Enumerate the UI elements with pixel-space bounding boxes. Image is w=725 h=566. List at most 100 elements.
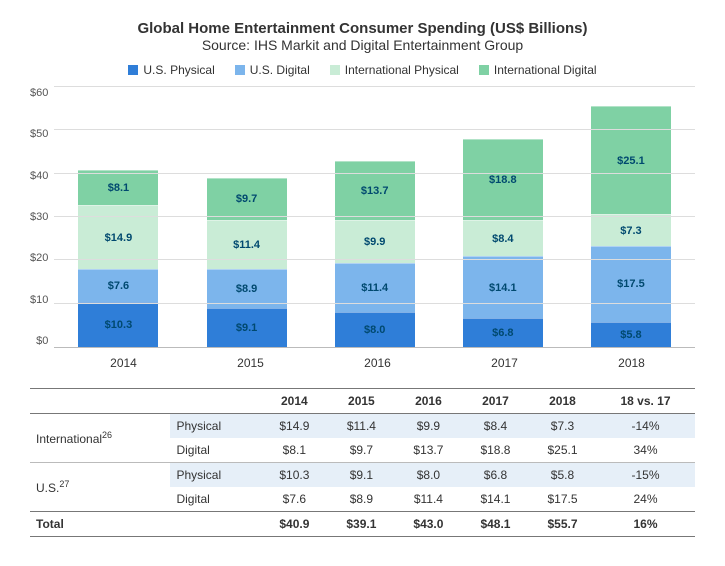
cell: $9.9 <box>395 414 462 439</box>
segment-us-digital: $14.1 <box>463 256 543 317</box>
col-header: 18 vs. 17 <box>596 389 695 414</box>
total-cell: $39.1 <box>328 512 395 537</box>
y-axis: $60 $50 $40 $30 $20 $10 $0 <box>30 87 54 347</box>
cell: $13.7 <box>395 438 462 463</box>
x-tick: 2018 <box>592 356 672 370</box>
cell: $17.5 <box>529 487 596 512</box>
col-header: 2015 <box>328 389 395 414</box>
total-cell: $48.1 <box>462 512 529 537</box>
y-tick: $60 <box>30 87 48 99</box>
cell: $25.1 <box>529 438 596 463</box>
gridline <box>54 216 695 217</box>
chart: $60$50$40$30$20$10$0 $10.3$7.6$14.9$8.1$… <box>30 87 695 348</box>
legend-item-intl-digital: International Digital <box>479 63 597 77</box>
y-tick: $50 <box>30 128 48 140</box>
table-body: International26Physical$14.9$11.4$9.9$8.… <box>30 414 695 512</box>
group-label: U.S.27 <box>30 463 170 512</box>
cell: -15% <box>596 463 695 488</box>
cell: $18.8 <box>462 438 529 463</box>
cell: $8.9 <box>328 487 395 512</box>
x-tick: 2014 <box>84 356 164 370</box>
gridline <box>54 86 695 87</box>
y-tick: $10 <box>30 294 48 306</box>
bar-2017: $6.8$14.1$8.4$18.8 <box>463 139 543 347</box>
y-tick: $30 <box>30 211 48 223</box>
legend-swatch <box>128 65 138 75</box>
segment-us-digital: $17.5 <box>591 246 671 322</box>
legend-item-intl-physical: International Physical <box>330 63 459 77</box>
row-label: Physical <box>170 463 260 488</box>
total-cell: 16% <box>596 512 695 537</box>
legend-swatch <box>330 65 340 75</box>
group-label: International26 <box>30 414 170 463</box>
legend-label: International Digital <box>494 63 597 77</box>
cell: $9.1 <box>328 463 395 488</box>
cell: $14.1 <box>462 487 529 512</box>
y-tick: $0 <box>30 335 48 347</box>
bar-2018: $5.8$17.5$7.3$25.1 <box>591 106 671 347</box>
x-tick: 2017 <box>465 356 545 370</box>
segment-us-physical: $8.0 <box>335 312 415 347</box>
cell: $14.9 <box>261 414 328 439</box>
cell: $10.3 <box>261 463 328 488</box>
data-table: 2014201520162017201818 vs. 17 Internatio… <box>30 388 695 537</box>
bars-container: $10.3$7.6$14.9$8.1$9.1$8.9$11.4$9.7$8.0$… <box>54 87 695 347</box>
table-header-row: 2014201520162017201818 vs. 17 <box>30 389 695 414</box>
segment-us-physical: $10.3 <box>78 302 158 347</box>
segment-intl-physical: $8.4 <box>463 220 543 256</box>
table-row: International26Physical$14.9$11.4$9.9$8.… <box>30 414 695 439</box>
segment-intl-digital: $13.7 <box>335 161 415 220</box>
segment-us-physical: $5.8 <box>591 322 671 347</box>
segment-intl-digital: $18.8 <box>463 139 543 220</box>
x-tick: 2015 <box>211 356 291 370</box>
legend-item-us-digital: U.S. Digital <box>235 63 310 77</box>
cell: $8.4 <box>462 414 529 439</box>
segment-us-digital: $7.6 <box>78 269 158 302</box>
segment-us-digital: $11.4 <box>335 263 415 312</box>
gridline <box>54 173 695 174</box>
cell: -14% <box>596 414 695 439</box>
total-label: Total <box>30 512 261 537</box>
y-tick: $20 <box>30 252 48 264</box>
legend-label: International Physical <box>345 63 459 77</box>
cell: $5.8 <box>529 463 596 488</box>
col-header <box>30 389 170 414</box>
cell: $6.8 <box>462 463 529 488</box>
col-header <box>170 389 260 414</box>
legend: U.S. Physical U.S. Digital International P… <box>30 63 695 77</box>
table-total-row: Total$40.9$39.1$43.0$48.1$55.716% <box>30 512 695 537</box>
total-cell: $55.7 <box>529 512 596 537</box>
plot-area: $10.3$7.6$14.9$8.1$9.1$8.9$11.4$9.7$8.0$… <box>54 87 695 348</box>
bar-2015: $9.1$8.9$11.4$9.7 <box>207 178 287 347</box>
col-header: 2017 <box>462 389 529 414</box>
cell: $8.0 <box>395 463 462 488</box>
legend-swatch <box>479 65 489 75</box>
col-header: 2014 <box>261 389 328 414</box>
chart-title: Global Home Entertainment Consumer Spend… <box>30 20 695 37</box>
col-header: 2018 <box>529 389 596 414</box>
legend-label: U.S. Physical <box>143 63 214 77</box>
cell: $9.7 <box>328 438 395 463</box>
gridline <box>54 259 695 260</box>
gridline <box>54 129 695 130</box>
legend-item-us-physical: U.S. Physical <box>128 63 214 77</box>
x-axis: 20142015201620172018 <box>60 356 695 370</box>
segment-us-physical: $6.8 <box>463 318 543 347</box>
cell: 24% <box>596 487 695 512</box>
total-cell: $40.9 <box>261 512 328 537</box>
cell: $7.6 <box>261 487 328 512</box>
segment-intl-physical: $9.9 <box>335 220 415 263</box>
cell: 34% <box>596 438 695 463</box>
legend-label: U.S. Digital <box>250 63 310 77</box>
cell: $11.4 <box>328 414 395 439</box>
row-label: Physical <box>170 414 260 439</box>
gridline <box>54 303 695 304</box>
y-tick: $40 <box>30 170 48 182</box>
row-label: Digital <box>170 487 260 512</box>
legend-swatch <box>235 65 245 75</box>
segment-us-physical: $9.1 <box>207 308 287 347</box>
segment-intl-digital: $25.1 <box>591 106 671 215</box>
segment-intl-physical: $7.3 <box>591 214 671 246</box>
segment-intl-digital: $9.7 <box>207 178 287 220</box>
table-row: U.S.27Physical$10.3$9.1$8.0$6.8$5.8-15% <box>30 463 695 488</box>
